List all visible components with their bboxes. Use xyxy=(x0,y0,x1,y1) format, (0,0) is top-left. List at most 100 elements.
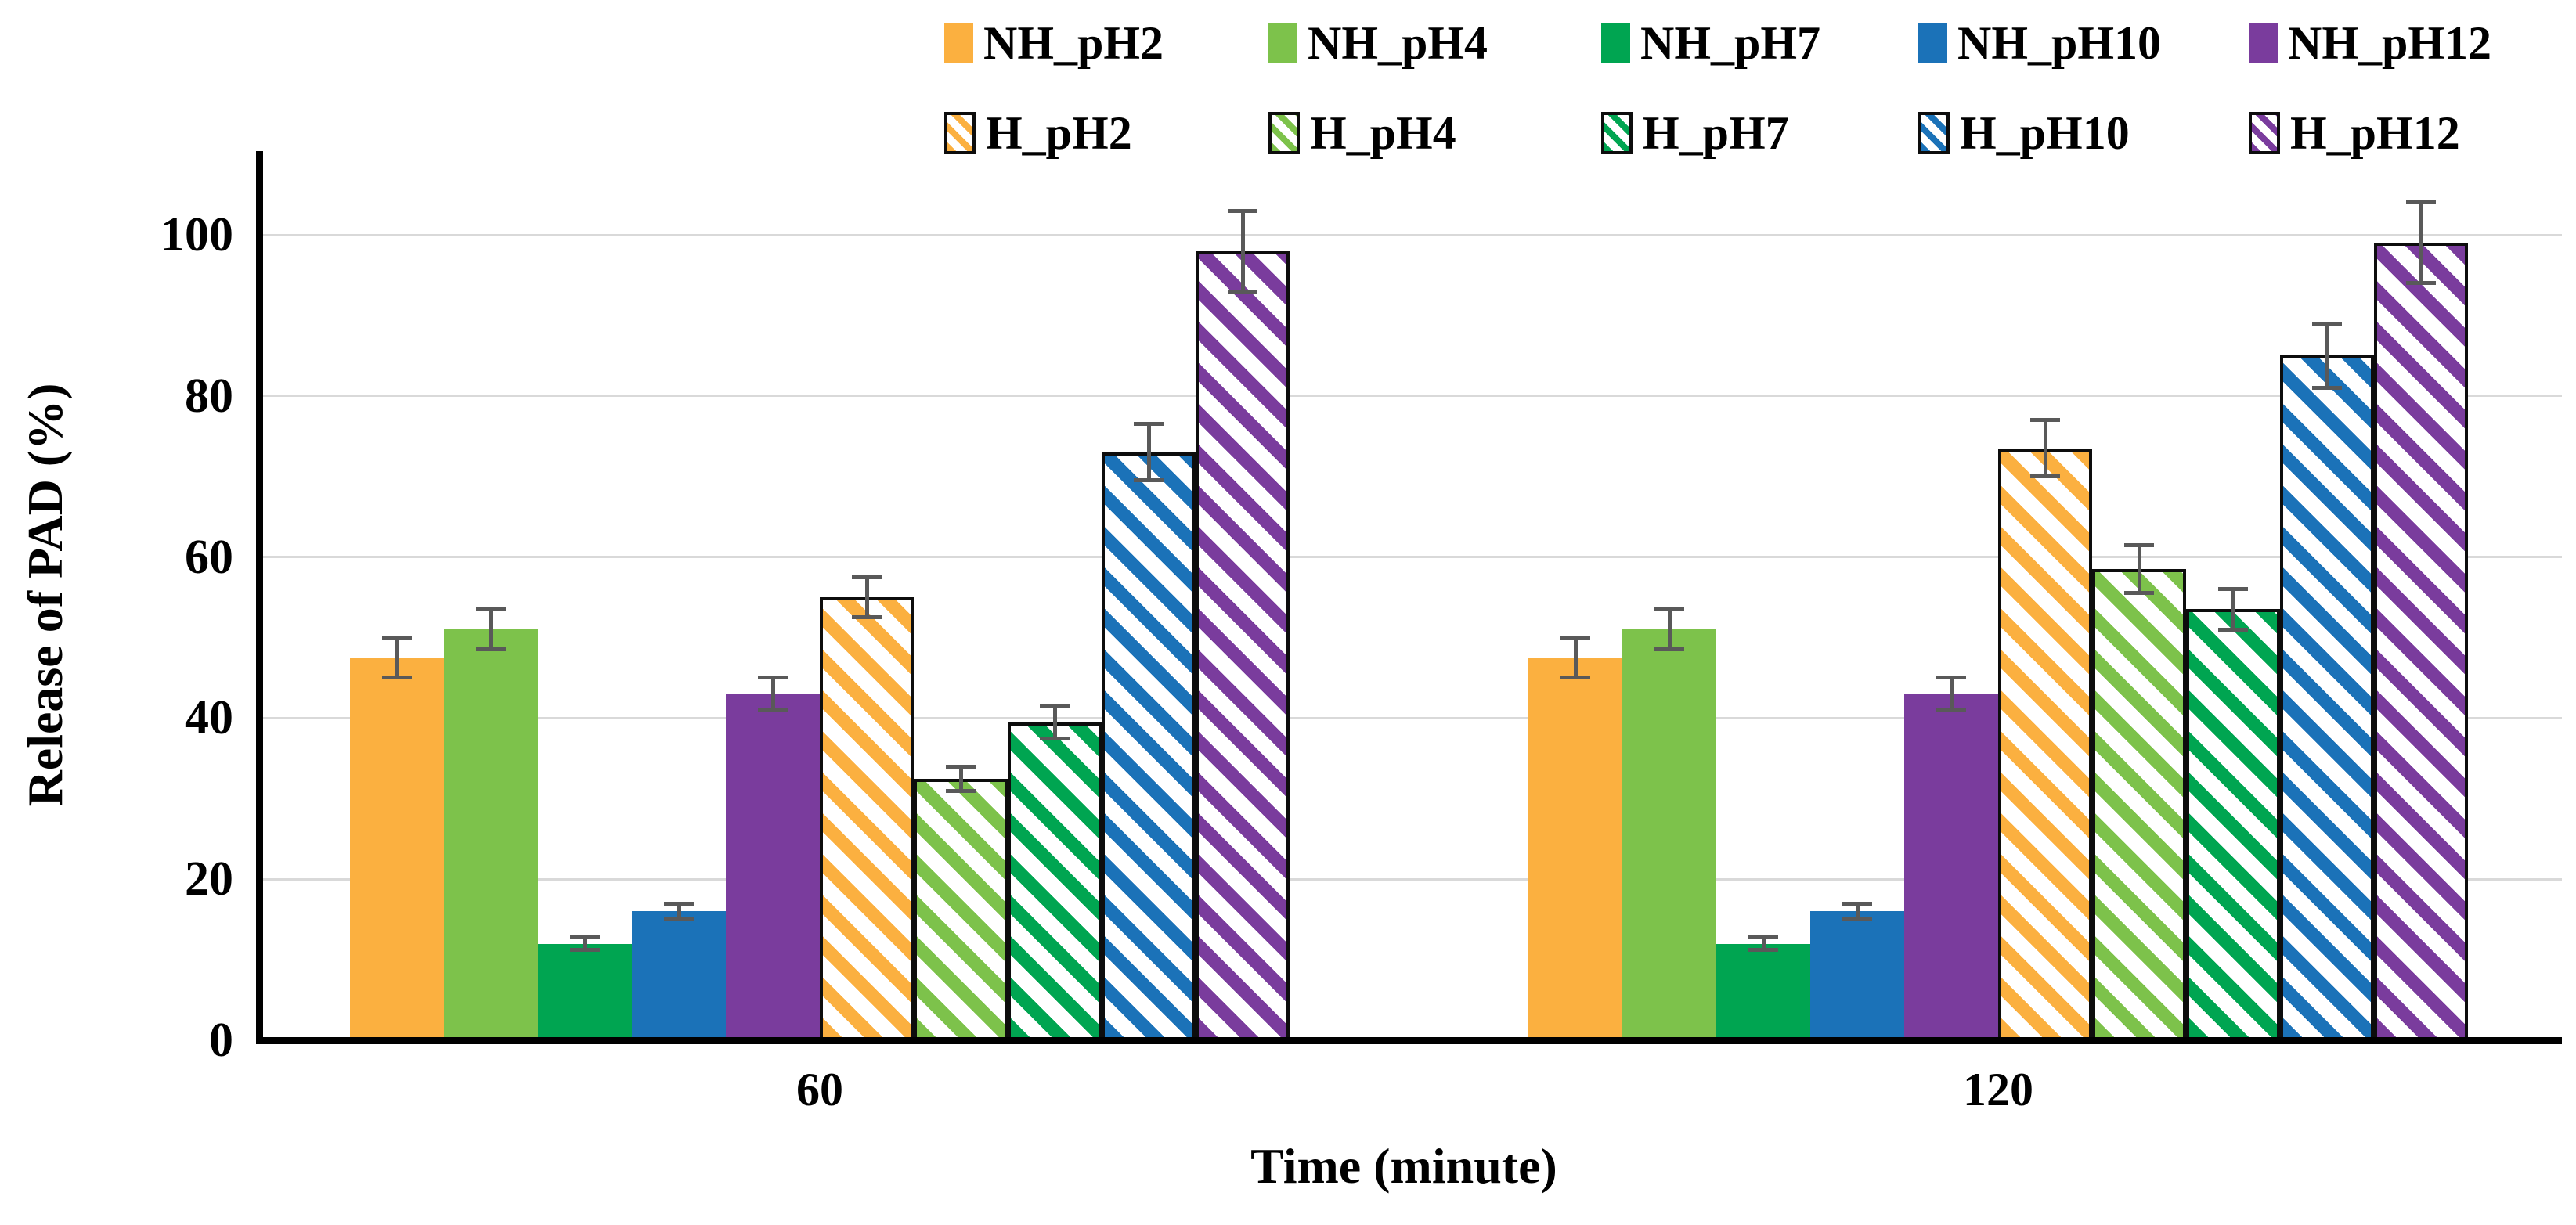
y-tick-label-80: 80 xyxy=(185,369,233,423)
error-bar-cap-bottom-NH_pH7-60 xyxy=(570,948,600,953)
legend-swatch-NH_pH2 xyxy=(944,23,973,63)
legend-item-NH_pH7: NH_pH7 xyxy=(1601,13,1820,74)
error-bar-cap-top-H_pH4-120 xyxy=(2124,542,2154,547)
legend-item-NH_pH12: NH_pH12 xyxy=(2249,13,2491,74)
error-bar-cap-top-H_pH10-120 xyxy=(2312,321,2342,326)
error-bar-stem-H_pH2-60 xyxy=(864,577,869,618)
error-bar-cap-top-H_pH2-60 xyxy=(852,575,882,579)
bar-H_pH4-120 xyxy=(2092,569,2186,1040)
error-bar-stem-H_pH4-60 xyxy=(958,766,963,791)
bar-NH_pH10-120 xyxy=(1810,911,1904,1040)
error-bar-cap-bottom-NH_pH10-60 xyxy=(664,917,694,922)
legend-item-H_pH7: H_pH7 xyxy=(1601,103,1789,164)
legend-item-NH_pH2: NH_pH2 xyxy=(944,13,1164,74)
bar-H_pH4-60 xyxy=(914,778,1008,1040)
error-bar-cap-top-H_pH4-60 xyxy=(946,764,976,769)
x-axis-line xyxy=(256,1037,2562,1044)
error-bar-cap-top-NH_pH4-120 xyxy=(1654,607,1684,611)
error-bar-cap-bottom-NH_pH7-120 xyxy=(1748,948,1778,953)
error-bar-cap-top-H_pH7-60 xyxy=(1040,704,1070,708)
error-bar-cap-bottom-H_pH7-60 xyxy=(1040,736,1070,740)
legend-swatch-NH_pH12 xyxy=(2249,23,2278,63)
error-bar-cap-top-H_pH2-120 xyxy=(2030,418,2060,423)
error-bar-cap-bottom-H_pH12-60 xyxy=(1228,289,1257,294)
error-bar-cap-bottom-H_pH4-120 xyxy=(2124,591,2154,596)
error-bar-cap-bottom-NH_pH2-120 xyxy=(1560,676,1590,680)
error-bar-cap-bottom-NH_pH12-60 xyxy=(758,708,788,712)
legend-label-NH_pH2: NH_pH2 xyxy=(983,16,1164,69)
x-tick-label-120: 120 xyxy=(1963,1064,2033,1115)
legend-swatch-H_pH10 xyxy=(1918,112,1950,154)
gridline-20 xyxy=(256,877,2562,881)
x-axis-title: Time (minute) xyxy=(1250,1138,1557,1194)
y-tick-label-0: 0 xyxy=(209,1014,233,1067)
y-tick-label-40: 40 xyxy=(185,691,233,745)
error-bar-cap-bottom-NH_pH12-120 xyxy=(1936,708,1966,712)
error-bar-cap-bottom-H_pH4-60 xyxy=(946,788,976,793)
error-bar-stem-H_pH2-120 xyxy=(2043,420,2047,477)
bar-NH_pH7-60 xyxy=(538,943,632,1040)
error-bar-cap-top-NH_pH10-120 xyxy=(1842,901,1872,906)
error-bar-stem-H_pH10-120 xyxy=(2325,323,2329,388)
error-bar-cap-top-NH_pH7-120 xyxy=(1748,935,1778,939)
error-bar-stem-NH_pH12-120 xyxy=(1949,677,1954,711)
y-tick-label-20: 20 xyxy=(185,852,233,906)
legend-label-H_pH7: H_pH7 xyxy=(1643,106,1789,159)
y-axis-line xyxy=(256,151,263,1043)
legend-label-NH_pH7: NH_pH7 xyxy=(1640,16,1821,69)
legend-swatch-H_pH4 xyxy=(1268,112,1300,154)
error-bar-cap-top-NH_pH4-60 xyxy=(476,607,506,611)
error-bar-cap-top-NH_pH10-60 xyxy=(664,901,694,906)
error-bar-cap-top-H_pH10-60 xyxy=(1134,422,1164,427)
error-bar-cap-top-NH_pH2-60 xyxy=(382,636,412,640)
legend-item-NH_pH4: NH_pH4 xyxy=(1268,13,1488,74)
error-bar-stem-H_pH7-60 xyxy=(1052,705,1057,739)
bar-H_pH2-120 xyxy=(1998,448,2092,1040)
error-bar-cap-bottom-NH_pH10-120 xyxy=(1842,917,1872,922)
error-bar-cap-top-NH_pH7-60 xyxy=(570,935,600,939)
legend-item-NH_pH10: NH_pH10 xyxy=(1918,13,2161,74)
bar-NH_pH7-120 xyxy=(1716,943,1810,1040)
legend-label-NH_pH10: NH_pH10 xyxy=(1957,16,2162,69)
bar-NH_pH2-120 xyxy=(1528,658,1622,1040)
error-bar-stem-NH_pH2-60 xyxy=(395,637,399,678)
error-bar-cap-top-H_pH7-120 xyxy=(2218,587,2248,592)
legend-label-NH_pH4: NH_pH4 xyxy=(1308,16,1488,69)
error-bar-cap-top-NH_pH2-120 xyxy=(1560,636,1590,640)
error-bar-cap-bottom-H_pH2-60 xyxy=(852,615,882,620)
error-bar-cap-bottom-H_pH12-120 xyxy=(2406,281,2436,286)
bar-H_pH7-120 xyxy=(2186,609,2280,1040)
legend-swatch-NH_pH4 xyxy=(1268,23,1297,63)
error-bar-stem-H_pH12-120 xyxy=(2419,202,2423,283)
error-bar-stem-H_pH7-120 xyxy=(2231,589,2235,630)
bar-H_pH10-60 xyxy=(1102,452,1196,1040)
error-bar-stem-NH_pH7-120 xyxy=(1761,937,1766,950)
error-bar-cap-bottom-NH_pH4-60 xyxy=(476,647,506,652)
y-tick-label-100: 100 xyxy=(161,208,233,261)
error-bar-stem-NH_pH10-120 xyxy=(1855,903,1860,920)
bar-NH_pH12-60 xyxy=(726,694,820,1040)
error-bar-stem-NH_pH4-60 xyxy=(489,609,493,650)
error-bar-stem-NH_pH2-120 xyxy=(1573,637,1578,678)
legend-swatch-NH_pH7 xyxy=(1601,23,1630,63)
error-bar-stem-NH_pH10-60 xyxy=(676,903,681,920)
bar-NH_pH4-60 xyxy=(444,629,538,1040)
legend-label-NH_pH12: NH_pH12 xyxy=(2288,16,2492,69)
legend-label-H_pH2: H_pH2 xyxy=(986,106,1132,159)
legend-swatch-H_pH12 xyxy=(2249,112,2280,154)
bar-NH_pH10-60 xyxy=(632,911,726,1040)
gridline-100 xyxy=(256,233,2562,236)
legend-item-H_pH2: H_pH2 xyxy=(944,103,1132,164)
bar-NH_pH2-60 xyxy=(350,658,444,1040)
error-bar-stem-NH_pH12-60 xyxy=(770,677,775,711)
legend-label-H_pH10: H_pH10 xyxy=(1960,106,2130,159)
error-bar-cap-top-NH_pH12-120 xyxy=(1936,676,1966,680)
error-bar-cap-top-H_pH12-120 xyxy=(2406,200,2436,205)
error-bar-stem-NH_pH4-120 xyxy=(1667,609,1672,650)
error-bar-stem-H_pH4-120 xyxy=(2137,545,2141,593)
gridline-60 xyxy=(256,556,2562,559)
error-bar-stem-H_pH12-60 xyxy=(1240,211,1245,292)
error-bar-stem-NH_pH7-60 xyxy=(583,937,587,950)
error-bar-cap-bottom-H_pH7-120 xyxy=(2218,627,2248,632)
